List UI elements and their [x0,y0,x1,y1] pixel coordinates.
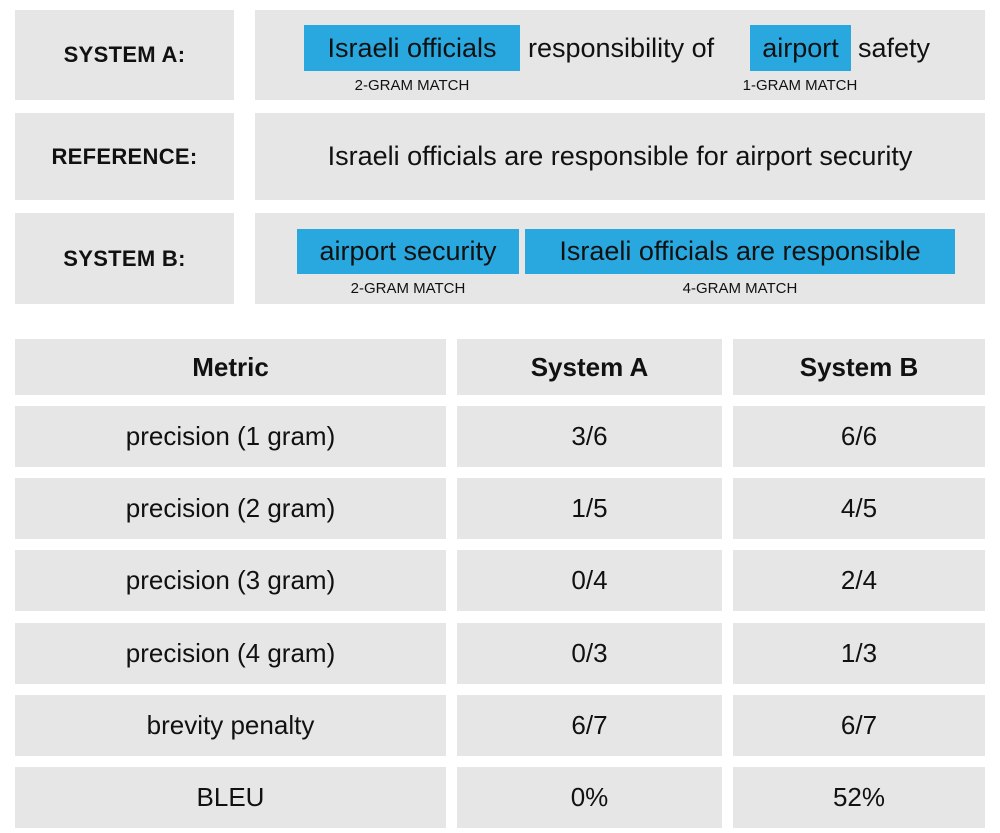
header-metric: Metric [15,339,446,395]
reference-sentence: Israeli officials are responsible for ai… [255,113,985,200]
table-cell-system-a-value: 0/4 [457,550,722,612]
system-a-1gram-highlight: airport [750,25,851,71]
table-cell-system-a-value: 6/7 [457,694,722,756]
table-cell-metric: brevity penalty [15,694,446,756]
table-cell-system-a-value: 0/3 [457,622,722,684]
system-b-4gram-highlight: Israeli officials are responsible [525,229,955,274]
table-cell-metric: BLEU [15,767,446,828]
table-cell-system-b-value: 6/6 [733,406,985,467]
system-b-label: SYSTEM B: [15,213,234,304]
table-cell-system-a-value: 1/5 [457,478,722,540]
system-a-label: SYSTEM A: [15,10,234,100]
table-cell-metric: precision (4 gram) [15,622,446,684]
reference-label: REFERENCE: [15,113,234,200]
system-b-sentence: airport security Israeli officials are r… [255,213,985,304]
system-a-unmatched-text-2: safety [858,33,931,63]
table-cell-system-b-value: 4/5 [733,478,985,540]
table-cell-system-b-value: 6/7 [733,694,985,756]
system-a-unmatched-text: responsibility of [528,33,715,63]
system-a-1gram-tag: 1-GRAM MATCH [742,77,858,94]
system-b-2gram-tag: 2-GRAM MATCH [350,280,466,297]
table-cell-system-b-value: 1/3 [733,622,985,684]
header-system-a: System A [457,339,722,395]
table-cell-system-b-value: 2/4 [733,550,985,612]
table-cell-metric: precision (3 gram) [15,550,446,612]
system-b-2gram-highlight: airport security [297,229,519,274]
table-cell-metric: precision (1 gram) [15,406,446,467]
table-cell-metric: precision (2 gram) [15,478,446,540]
table-cell-system-a-value: 0% [457,767,722,828]
system-a-2gram-tag: 2-GRAM MATCH [354,77,470,94]
system-b-4gram-tag: 4-GRAM MATCH [682,280,798,297]
header-system-b: System B [733,339,985,395]
table-cell-system-a-value: 3/6 [457,406,722,467]
system-a-sentence: Israeli officials responsibility of airp… [255,10,985,100]
table-cell-system-b-value: 52% [733,767,985,828]
system-a-2gram-highlight: Israeli officials [304,25,520,71]
